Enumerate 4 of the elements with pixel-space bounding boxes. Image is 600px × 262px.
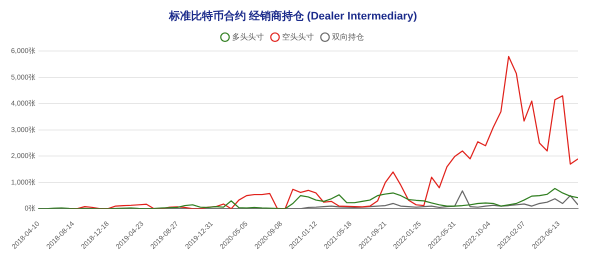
legend-label: 空头头寸	[282, 32, 314, 42]
chart-title: 标准比特币合约 经销商持仓 (Dealer Intermediary)	[168, 10, 418, 23]
legend-label: 多头头寸	[232, 32, 264, 42]
legend-label: 双向持仓	[332, 32, 364, 42]
